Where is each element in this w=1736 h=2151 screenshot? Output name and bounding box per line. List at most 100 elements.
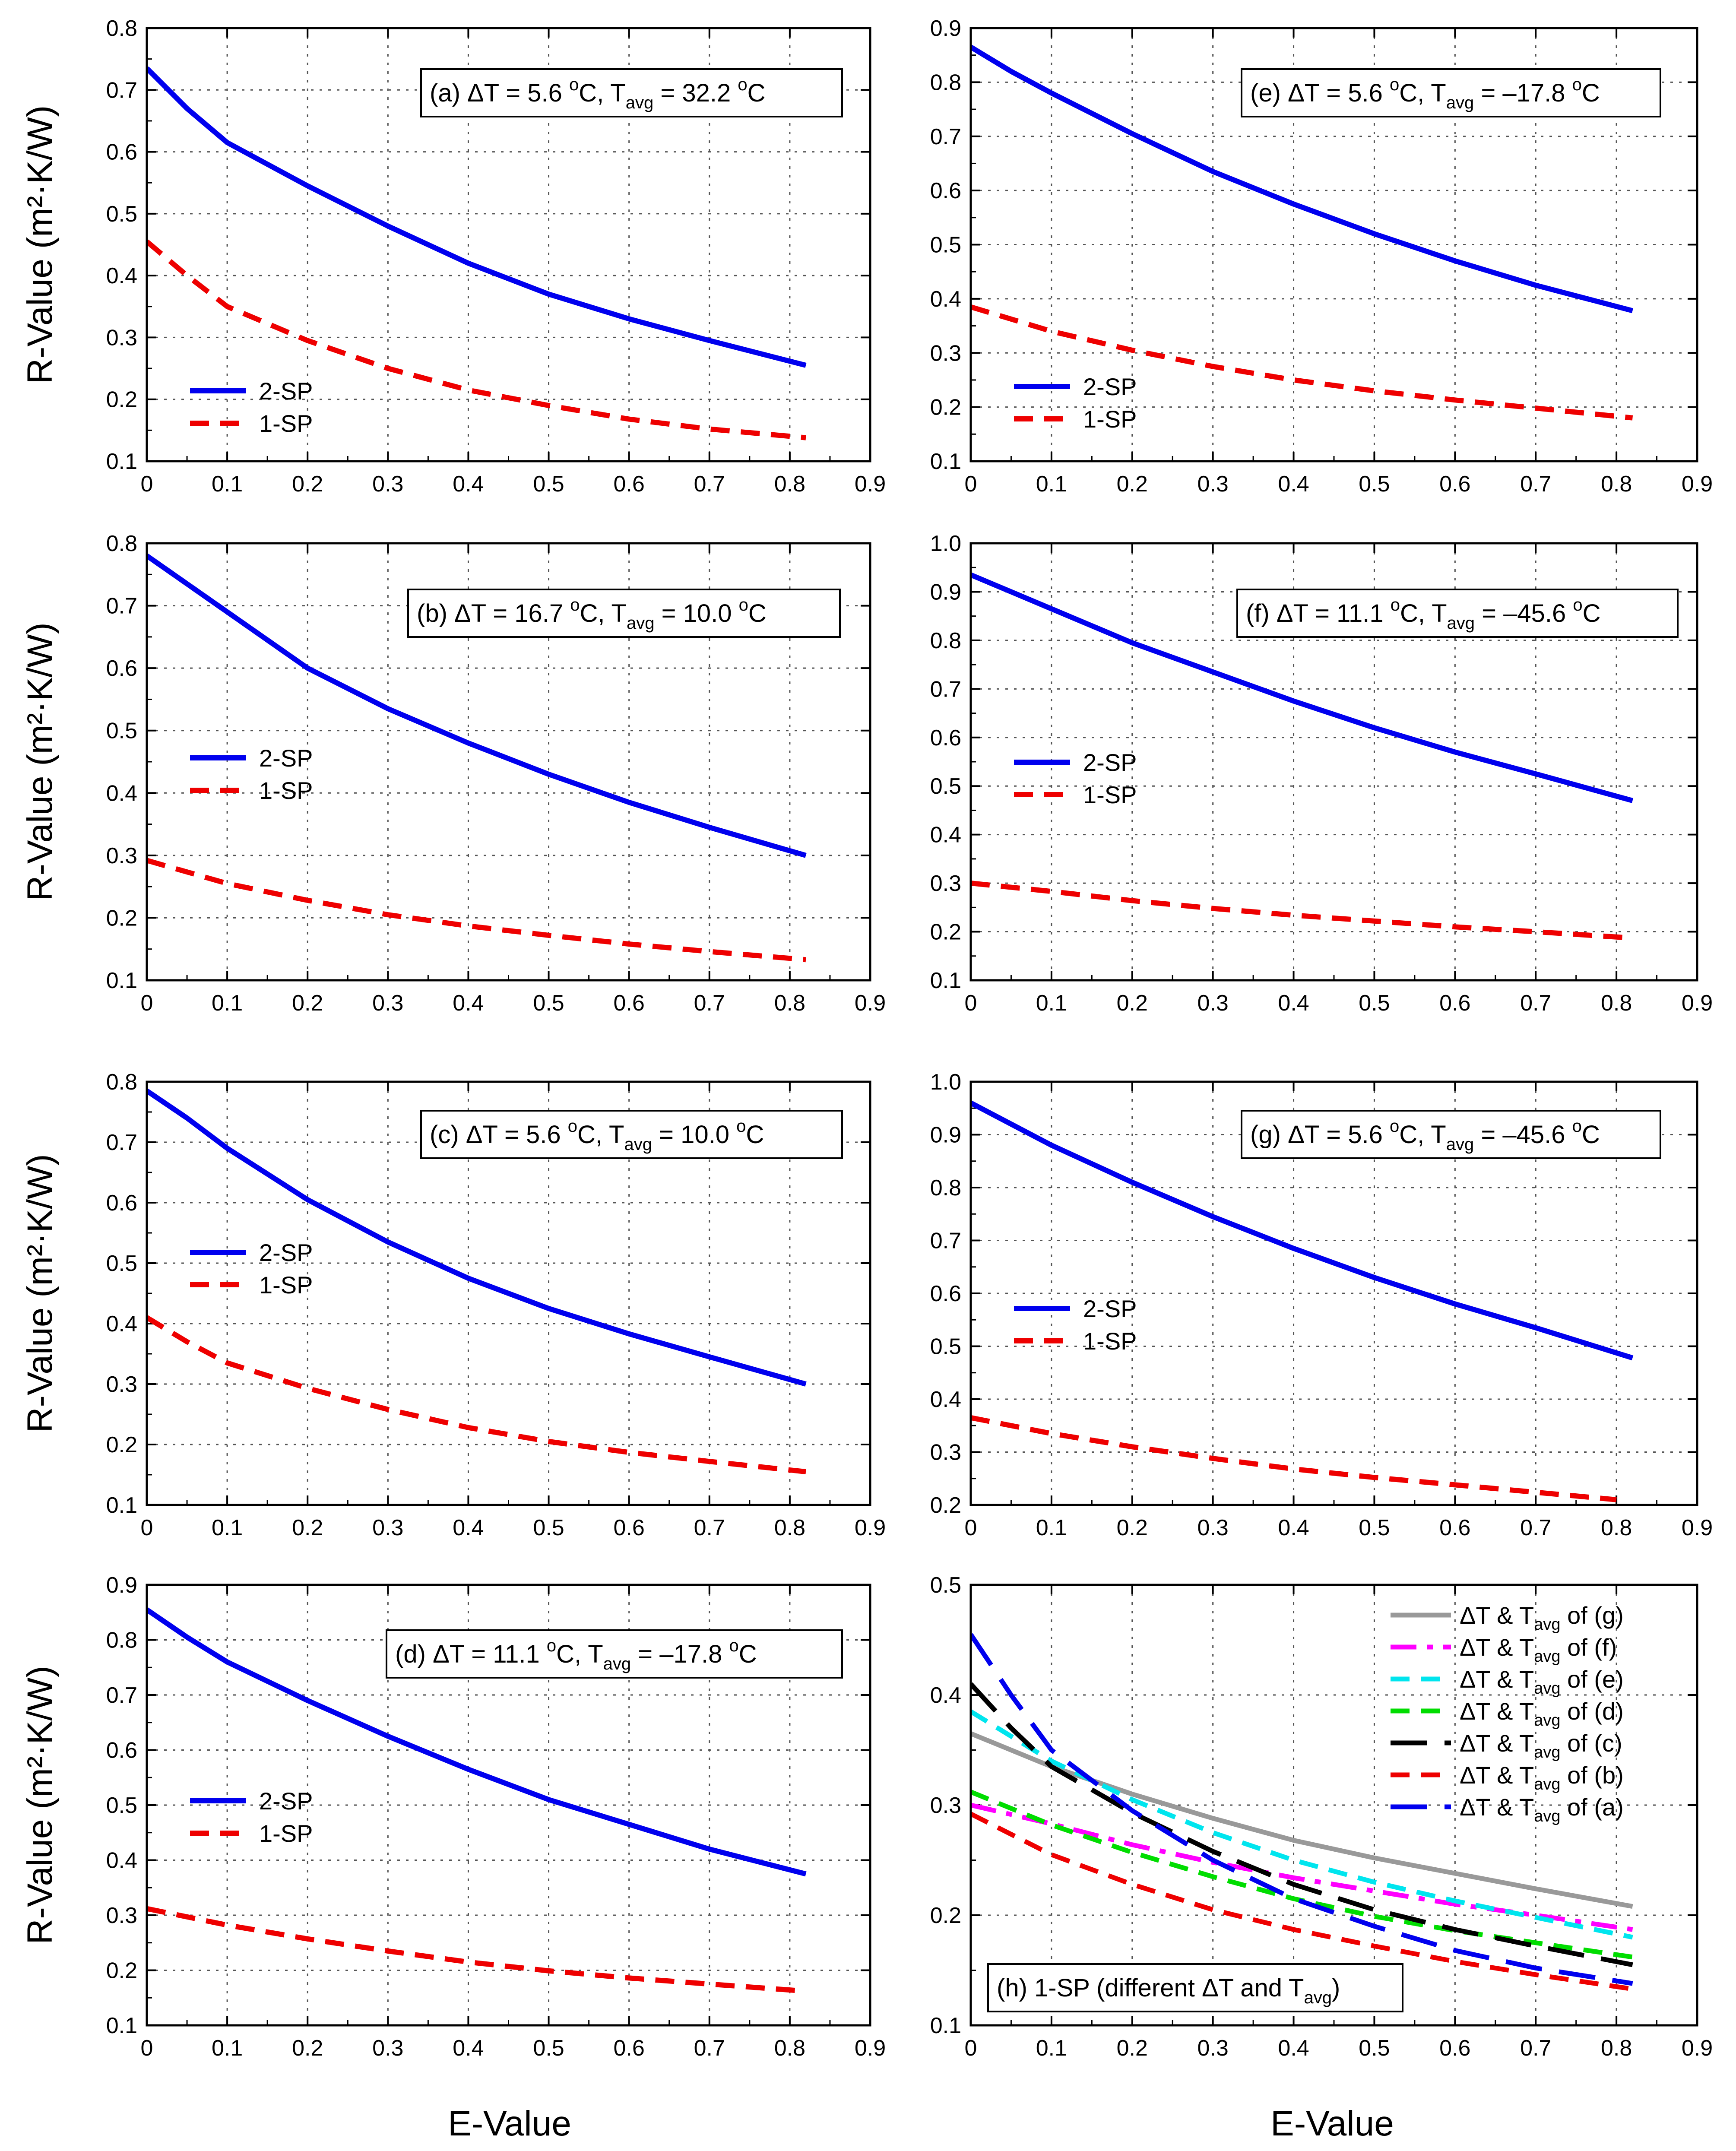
y-tick-label: 0.8: [106, 1070, 137, 1095]
x-tick-label: 0.8: [1601, 472, 1632, 497]
x-tick-label: 0.2: [1117, 472, 1148, 497]
x-tick-label: 0: [141, 472, 153, 497]
y-tick-label: 0.6: [930, 1281, 961, 1306]
x-tick-label: 0.5: [1359, 472, 1390, 497]
series-line-f-0: [971, 572, 1634, 803]
panel-d: 0 0.1 0.2 0.3 0.4 0.5 0.6 0.7 0.8 0.90.10.20.30.4…: [20, 1573, 886, 2061]
y-tick-label: 0.7: [106, 1130, 137, 1155]
legend-label: 1-SP: [259, 410, 313, 437]
x-tick-label: 0.5: [1359, 1515, 1390, 1540]
series-line-e-1: [971, 304, 1633, 421]
x-tick-label: 0.5: [1359, 2036, 1390, 2061]
x-tick-label: 0.1: [1036, 472, 1067, 497]
legend-label: ΔT & Tavg of (d): [1460, 1698, 1624, 1730]
legend-label: ΔT & Tavg of (b): [1460, 1761, 1624, 1793]
legend-label: ΔT & Tavg of (e): [1460, 1666, 1624, 1698]
y-tick-label: 0.4: [930, 823, 961, 848]
legend-label: ΔT & Tavg of (a): [1460, 1793, 1624, 1825]
x-tick-label: 0.9: [855, 472, 886, 497]
y-tick-label: 0.1: [106, 1493, 137, 1518]
series-line-b-0: [147, 553, 807, 858]
y-tick-label: 0.3: [106, 1372, 137, 1397]
legend-label: 2-SP: [1083, 373, 1137, 400]
y-tick-label: 0.1: [106, 968, 137, 993]
y-tick-label: 0.8: [106, 16, 137, 41]
x-tick-label: 0.2: [1117, 1515, 1148, 1540]
x-tick-label: 0: [141, 991, 153, 1016]
x-tick-label: 0.9: [855, 2036, 886, 2061]
panel-annotation: (d) ΔT = 11.1 oC, Tavg = –17.8 oC: [395, 1636, 757, 1673]
series-line-h-6: [971, 1633, 1633, 1986]
y-tick-label: 1.0: [930, 531, 961, 556]
x-tick-label: 0.7: [1520, 472, 1551, 497]
y-tick-label: 0.8: [930, 628, 961, 653]
x-tick-label: 0.9: [1682, 1515, 1713, 1540]
series-line-c-0: [147, 1089, 807, 1387]
x-tick-label: 0.5: [533, 472, 564, 497]
series-line-g-0: [971, 1100, 1634, 1361]
annotation-box: [1241, 68, 1661, 117]
x-tick-label: 0.2: [292, 2036, 323, 2061]
y-tick-label: 0.8: [930, 70, 961, 95]
series-line-a-0: [147, 66, 807, 368]
x-tick-label: 0.9: [855, 1515, 886, 1540]
y-tick-label: 0.3: [930, 341, 961, 366]
y-axis-title: R-Value (m²·K/W): [20, 622, 60, 901]
y-axis-title: R-Value (m²·K/W): [20, 105, 60, 384]
annotation-box: [420, 68, 843, 117]
x-tick-label: 0: [965, 2036, 977, 2061]
x-tick-label: 0.6: [1439, 1515, 1470, 1540]
y-tick-label: 1.0: [930, 1070, 961, 1095]
x-tick-label: 0.1: [212, 472, 243, 497]
x-tick-label: 0: [965, 472, 977, 497]
y-tick-label: 0.5: [106, 1251, 137, 1276]
x-tick-label: 0.1: [1036, 1515, 1067, 1540]
series-line-b-1: [147, 858, 806, 963]
x-tick-label: 0.5: [533, 2036, 564, 2061]
x-tick-label: 0.5: [533, 1515, 564, 1540]
series-line-c-1: [147, 1315, 806, 1474]
y-tick-label: 0.4: [106, 1848, 137, 1873]
y-tick-label: 0.3: [930, 1440, 961, 1465]
x-tick-label: 0.1: [1036, 991, 1067, 1016]
x-tick-label: 0.3: [372, 2036, 403, 2061]
y-tick-label: 0.2: [106, 1432, 137, 1457]
y-tick-label: 0.7: [930, 124, 961, 149]
panel-g: 0 0.1 0.2 0.3 0.4 0.5 0.6 0.7 0.8 0.9 0.2 0.3 0.4 0.5…: [930, 1070, 1713, 1540]
x-tick-label: 0.4: [453, 2036, 484, 2061]
x-tick-label: 0.1: [1036, 2036, 1067, 2061]
x-axis-title-right: E-Value: [1270, 2104, 1394, 2143]
legend-label: 2-SP: [259, 744, 313, 772]
x-tick-label: 0.5: [1359, 991, 1390, 1016]
x-axis-title-left: E-Value: [448, 2104, 571, 2143]
annotation-box: [420, 1110, 843, 1159]
y-tick-label: 0.8: [930, 1175, 961, 1201]
x-tick-label: 0.8: [774, 1515, 805, 1540]
x-tick-label: 0.3: [1197, 1515, 1229, 1540]
y-tick-label: 0.6: [106, 656, 137, 681]
panel-b: 0 0.1 0.2 0.3 0.4 0.5 0.6 0.7 0.8 0.90.10.20.30.4…: [20, 531, 886, 1016]
x-tick-label: 0.9: [1682, 2036, 1713, 2061]
y-tick-label: 0.1: [930, 2013, 961, 2038]
x-tick-label: 0.8: [1601, 1515, 1632, 1540]
y-axis-title: R-Value (m²·K/W): [20, 1154, 60, 1432]
y-tick-label: 0.3: [106, 843, 137, 868]
y-tick-label: 0.5: [930, 1573, 961, 1598]
y-tick-label: 0.3: [106, 325, 137, 350]
x-tick-label: 0.4: [453, 472, 484, 497]
x-tick-label: 0.4: [1278, 472, 1309, 497]
x-tick-label: 0.6: [1439, 2036, 1470, 2061]
plot-frame: [969, 542, 1698, 982]
legend-label: 2-SP: [259, 1787, 313, 1815]
y-tick-label: 0.5: [930, 233, 961, 258]
y-tick-label: 0.4: [106, 781, 137, 806]
y-tick-label: 0.5: [930, 1334, 961, 1359]
x-tick-label: 0.8: [1601, 991, 1632, 1016]
x-tick-label: 0.6: [614, 2036, 645, 2061]
legend-label: ΔT & Tavg of (g): [1460, 1602, 1624, 1634]
legend-label: 1-SP: [1083, 405, 1137, 433]
y-tick-label: 0.9: [930, 16, 961, 41]
y-tick-label: 0.8: [106, 531, 137, 556]
panel-annotation: (c) ΔT = 5.6 oC, Tavg = 10.0 oC: [430, 1117, 764, 1154]
